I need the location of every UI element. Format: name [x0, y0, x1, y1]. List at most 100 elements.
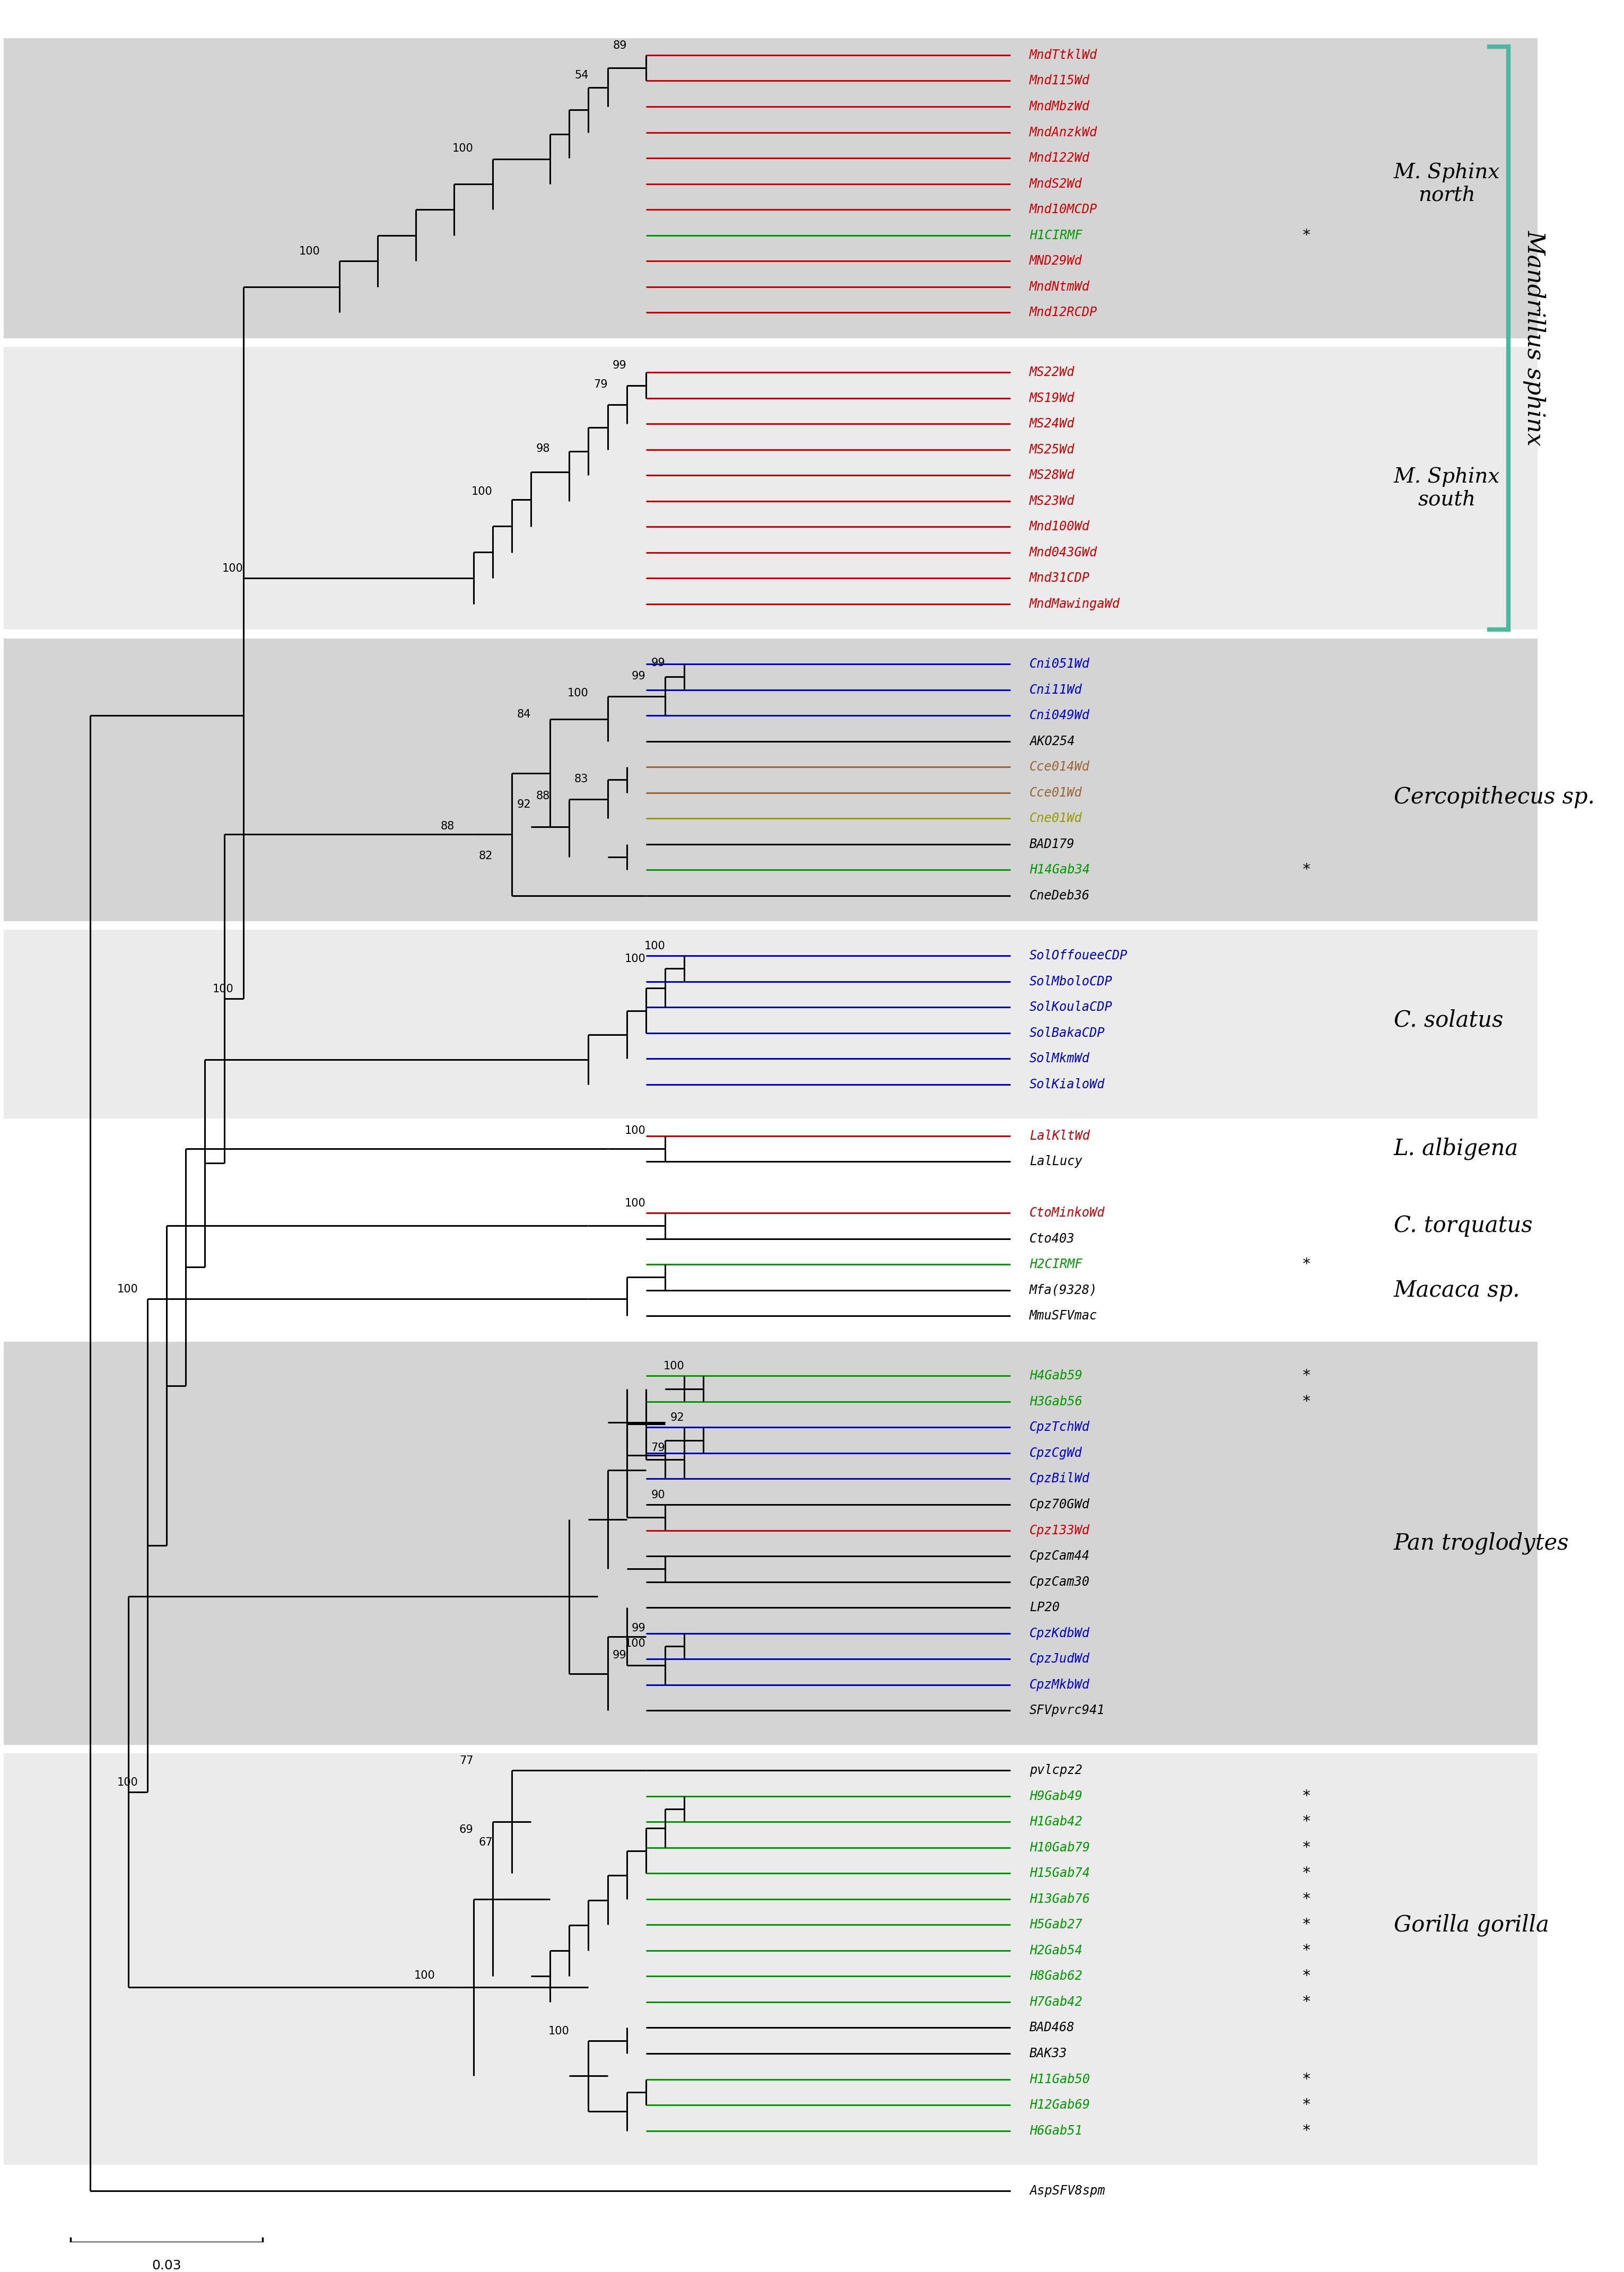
Text: *: *: [1298, 2097, 1311, 2113]
Text: H13Gab76: H13Gab76: [1030, 1893, 1090, 1906]
Text: MS25Wd: MS25Wd: [1030, 443, 1075, 457]
Text: SFVpvrc941: SFVpvrc941: [1030, 1704, 1104, 1718]
Text: 100: 100: [471, 486, 492, 498]
FancyBboxPatch shape: [3, 348, 1538, 629]
Text: Mnd10MCDP: Mnd10MCDP: [1030, 202, 1098, 216]
Text: pvlcpz2: pvlcpz2: [1030, 1763, 1082, 1777]
Text: 77: 77: [460, 1756, 473, 1765]
Text: C. solatus: C. solatus: [1393, 1009, 1504, 1031]
Text: *: *: [1298, 1256, 1311, 1272]
FancyBboxPatch shape: [3, 1343, 1538, 1745]
Text: CpzMkbWd: CpzMkbWd: [1030, 1679, 1090, 1690]
Text: Macaca sp.: Macaca sp.: [1393, 1279, 1520, 1302]
Text: Mnd31CDP: Mnd31CDP: [1030, 573, 1090, 584]
Text: CneDeb36: CneDeb36: [1030, 888, 1090, 902]
Text: H5Gab27: H5Gab27: [1030, 1918, 1082, 1931]
Text: SolMboloCDP: SolMboloCDP: [1030, 975, 1112, 988]
Text: *: *: [1298, 1788, 1311, 1804]
Text: 99: 99: [632, 1622, 646, 1634]
Text: 98: 98: [536, 443, 551, 454]
Text: 83: 83: [575, 772, 588, 784]
Text: 100: 100: [414, 1970, 435, 1981]
Text: SolOffoueeCDP: SolOffoueeCDP: [1030, 950, 1127, 961]
Text: 100: 100: [625, 954, 646, 963]
Text: 100: 100: [663, 1361, 684, 1372]
Text: Cpz133Wd: Cpz133Wd: [1030, 1525, 1090, 1536]
Text: *: *: [1298, 1943, 1311, 1958]
Text: MndNtmWd: MndNtmWd: [1030, 279, 1090, 293]
Text: *: *: [1298, 227, 1311, 243]
Text: MND29Wd: MND29Wd: [1030, 254, 1082, 268]
Text: CpzCgWd: CpzCgWd: [1030, 1447, 1082, 1459]
Text: M. Sphinx
south: M. Sphinx south: [1393, 468, 1501, 509]
Text: H1CIRMF: H1CIRMF: [1030, 229, 1082, 241]
Text: 100: 100: [117, 1284, 138, 1295]
Text: Cni051Wd: Cni051Wd: [1030, 657, 1090, 670]
Text: BAD468: BAD468: [1030, 2022, 1075, 2033]
Text: H3Gab56: H3Gab56: [1030, 1395, 1082, 1409]
Text: CpzKdbWd: CpzKdbWd: [1030, 1627, 1090, 1640]
Text: *: *: [1298, 1865, 1311, 1881]
Text: LalKltWd: LalKltWd: [1030, 1129, 1090, 1143]
Text: MndMbzWd: MndMbzWd: [1030, 100, 1090, 114]
FancyBboxPatch shape: [3, 929, 1538, 1118]
Text: *: *: [1298, 1368, 1311, 1384]
Text: 0.03: 0.03: [153, 2258, 182, 2272]
Text: 69: 69: [460, 1824, 473, 1836]
Text: AspSFV8spm: AspSFV8spm: [1030, 2183, 1104, 2197]
Text: MS28Wd: MS28Wd: [1030, 468, 1075, 482]
Text: 100: 100: [117, 1777, 138, 1788]
FancyBboxPatch shape: [3, 638, 1538, 922]
Text: H8Gab62: H8Gab62: [1030, 1970, 1082, 1983]
Text: CpzCam44: CpzCam44: [1030, 1550, 1090, 1563]
Text: 100: 100: [213, 984, 234, 995]
Text: 92: 92: [516, 800, 531, 809]
FancyBboxPatch shape: [3, 39, 1538, 339]
Text: 100: 100: [222, 563, 244, 575]
Text: *: *: [1298, 2124, 1311, 2138]
Text: Mnd100Wd: Mnd100Wd: [1030, 520, 1090, 534]
Text: *: *: [1298, 1995, 1311, 2008]
Text: H14Gab34: H14Gab34: [1030, 863, 1090, 877]
Text: 99: 99: [632, 670, 646, 682]
Text: 84: 84: [516, 709, 531, 720]
Text: 100: 100: [299, 245, 320, 257]
Text: *: *: [1298, 1840, 1311, 1854]
Text: MS19Wd: MS19Wd: [1030, 391, 1075, 404]
Text: 54: 54: [575, 70, 588, 82]
Text: MS22Wd: MS22Wd: [1030, 366, 1075, 379]
Text: AKO254: AKO254: [1030, 734, 1075, 747]
Text: L. albigena: L. albigena: [1393, 1138, 1518, 1161]
Text: *: *: [1298, 1893, 1311, 1906]
Text: 100: 100: [567, 688, 588, 698]
Text: Cni049Wd: Cni049Wd: [1030, 709, 1090, 722]
Text: SolKialoWd: SolKialoWd: [1030, 1077, 1104, 1091]
Text: MndTtklWd: MndTtklWd: [1030, 48, 1098, 61]
Text: LalLucy: LalLucy: [1030, 1154, 1082, 1168]
Text: Mnd043GWd: Mnd043GWd: [1030, 545, 1098, 559]
Text: H6Gab51: H6Gab51: [1030, 2124, 1082, 2138]
Text: BAK33: BAK33: [1030, 2047, 1067, 2061]
Text: H1Gab42: H1Gab42: [1030, 1815, 1082, 1829]
Text: *: *: [1298, 1815, 1311, 1829]
Text: H7Gab42: H7Gab42: [1030, 1995, 1082, 2008]
Text: H9Gab49: H9Gab49: [1030, 1790, 1082, 1802]
Text: 100: 100: [625, 1125, 646, 1136]
Text: Pan troglodytes: Pan troglodytes: [1393, 1531, 1569, 1554]
Text: Cpz70GWd: Cpz70GWd: [1030, 1497, 1090, 1511]
Text: 89: 89: [612, 41, 627, 50]
Text: Mnd122Wd: Mnd122Wd: [1030, 152, 1090, 164]
Text: SolKoulaCDP: SolKoulaCDP: [1030, 1000, 1112, 1013]
FancyBboxPatch shape: [3, 1754, 1538, 2165]
Text: Cne01Wd: Cne01Wd: [1030, 811, 1082, 825]
Text: H2CIRMF: H2CIRMF: [1030, 1259, 1082, 1270]
Text: 79: 79: [593, 379, 607, 389]
Text: CpzCam30: CpzCam30: [1030, 1574, 1090, 1588]
Text: *: *: [1298, 1970, 1311, 1983]
Text: SolMkmWd: SolMkmWd: [1030, 1052, 1090, 1066]
Text: *: *: [1298, 2072, 1311, 2086]
Text: 79: 79: [651, 1443, 666, 1454]
Text: Cce01Wd: Cce01Wd: [1030, 786, 1082, 800]
Text: MndMawingaWd: MndMawingaWd: [1030, 598, 1121, 611]
Text: MS23Wd: MS23Wd: [1030, 495, 1075, 507]
